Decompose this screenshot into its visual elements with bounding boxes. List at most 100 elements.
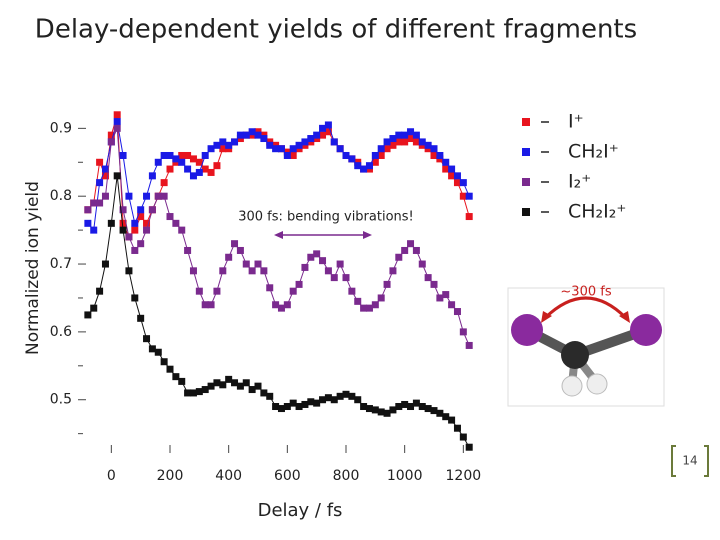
point xyxy=(442,158,450,166)
point xyxy=(307,135,315,143)
point xyxy=(96,199,104,207)
point xyxy=(465,341,473,349)
point xyxy=(319,131,327,139)
point xyxy=(96,179,104,187)
point xyxy=(184,389,192,397)
point xyxy=(119,226,127,234)
point xyxy=(236,382,244,390)
point xyxy=(453,172,461,180)
point xyxy=(143,192,151,200)
point xyxy=(277,405,285,413)
legend-label: CH₂I⁺ xyxy=(568,141,619,163)
point xyxy=(178,158,186,166)
point xyxy=(160,192,168,200)
point xyxy=(266,284,274,292)
point xyxy=(137,213,145,221)
point xyxy=(242,131,250,139)
point xyxy=(389,267,397,275)
point xyxy=(231,138,239,146)
point xyxy=(231,240,239,248)
point xyxy=(154,192,162,200)
point xyxy=(107,138,115,146)
point xyxy=(248,267,256,275)
point xyxy=(125,192,133,200)
point xyxy=(113,172,121,180)
point xyxy=(207,301,215,309)
point xyxy=(236,131,244,139)
point xyxy=(436,151,444,159)
point xyxy=(436,294,444,302)
point xyxy=(107,219,115,227)
point xyxy=(184,165,192,173)
point xyxy=(330,274,338,282)
page-number: 14 xyxy=(682,454,697,468)
point xyxy=(113,111,121,119)
point xyxy=(389,135,397,143)
x-tick-label: 400 xyxy=(215,468,242,484)
point xyxy=(430,145,438,153)
point xyxy=(160,179,168,187)
point xyxy=(154,158,162,166)
point xyxy=(225,375,233,383)
point xyxy=(360,165,368,173)
double-arrow xyxy=(274,231,372,239)
point xyxy=(119,219,127,227)
point xyxy=(172,219,180,227)
point xyxy=(348,155,356,163)
point xyxy=(272,145,280,153)
point xyxy=(166,151,174,159)
point xyxy=(101,192,109,200)
point xyxy=(459,433,467,441)
point xyxy=(442,165,450,173)
point xyxy=(377,408,385,416)
point xyxy=(125,267,133,275)
point xyxy=(90,304,98,312)
point xyxy=(289,145,297,153)
point xyxy=(119,151,127,159)
point xyxy=(189,389,197,397)
point xyxy=(207,145,215,153)
legend-swatch xyxy=(522,208,530,216)
point xyxy=(383,409,391,417)
point xyxy=(283,403,291,411)
point xyxy=(407,240,415,248)
point xyxy=(154,348,162,356)
point xyxy=(225,253,233,261)
point xyxy=(448,172,456,180)
point xyxy=(313,250,321,258)
annotation: 300 fs: bending vibrations! xyxy=(238,210,414,225)
point xyxy=(295,280,303,288)
point xyxy=(148,345,156,353)
plot: 0.5 0.6 0.7 0.8 0.9 0 200 400 600 800 1000 1200 xyxy=(50,111,481,484)
point xyxy=(125,233,133,241)
molecule-box xyxy=(507,287,665,407)
point xyxy=(301,138,309,146)
point xyxy=(348,392,356,400)
point xyxy=(113,118,121,126)
point xyxy=(96,287,104,295)
point xyxy=(254,382,262,390)
point xyxy=(395,138,403,146)
point xyxy=(324,394,332,402)
point xyxy=(389,141,397,149)
point xyxy=(301,400,309,408)
x-tick-label: 200 xyxy=(157,468,184,484)
point xyxy=(219,145,227,153)
point xyxy=(189,267,197,275)
point xyxy=(383,138,391,146)
point xyxy=(101,260,109,268)
point xyxy=(260,135,268,143)
point xyxy=(272,301,280,309)
point xyxy=(295,141,303,149)
point xyxy=(354,297,362,305)
point xyxy=(201,151,209,159)
point xyxy=(307,398,315,406)
point xyxy=(242,379,250,387)
point xyxy=(319,257,327,265)
point xyxy=(96,158,104,166)
point xyxy=(166,365,174,373)
point xyxy=(360,403,368,411)
point xyxy=(453,308,461,316)
legend-label: I⁺ xyxy=(568,111,584,133)
point xyxy=(160,151,168,159)
